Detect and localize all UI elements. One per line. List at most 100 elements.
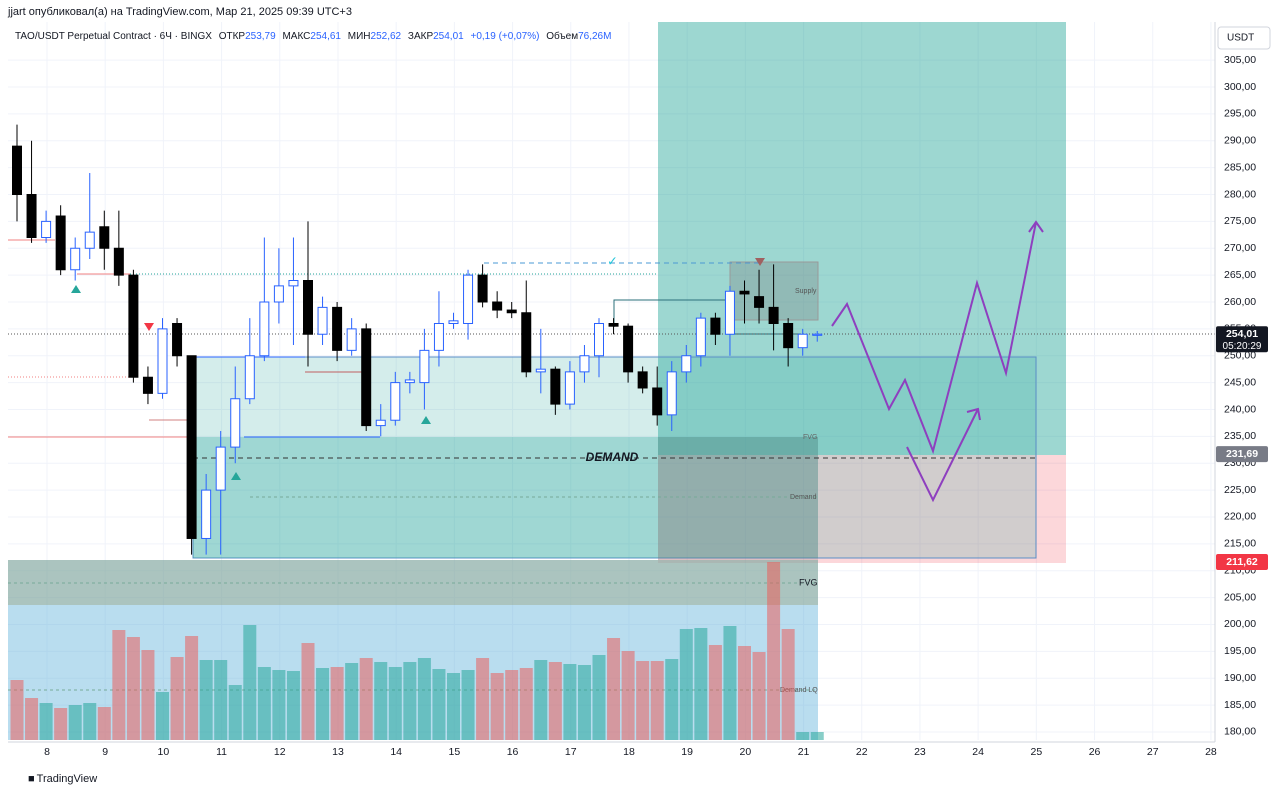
y-tick-label: 285,00: [1224, 161, 1256, 173]
candle-body: [157, 328, 168, 394]
x-tick-label: 12: [274, 746, 286, 758]
candle-body: [201, 489, 212, 539]
y-tick-label: 185,00: [1224, 699, 1256, 711]
volume-bar: [359, 658, 373, 740]
annotation: DEMAND: [586, 450, 639, 464]
x-tick-label: 23: [914, 746, 926, 758]
candle-body: [477, 274, 488, 303]
volume-bar: [621, 651, 635, 740]
y-tick-label: 305,00: [1224, 54, 1256, 66]
candle-body: [317, 306, 328, 335]
candle-body: [346, 328, 357, 351]
candle-body: [535, 368, 546, 373]
legend-change: +0,19 (+0,07%): [471, 31, 540, 42]
signal-up: [71, 285, 81, 293]
candle-body: [506, 309, 517, 314]
x-tick-label: 10: [158, 746, 170, 758]
currency: USDT: [1227, 33, 1254, 44]
y-tick-label: 260,00: [1224, 296, 1256, 308]
signal-up: [421, 416, 431, 424]
candle-body: [230, 398, 241, 448]
y-tick-label: 240,00: [1224, 403, 1256, 415]
volume-bar: [170, 657, 184, 740]
volume-bar: [97, 707, 111, 740]
candle-body: [608, 322, 619, 327]
x-tick-label: 18: [623, 746, 635, 758]
legend-value: 76,26M: [578, 31, 611, 42]
volume-bar: [214, 660, 228, 740]
drawings: ✓ DEMAND FVG FVG Supply Demand Demand LQ: [8, 22, 1215, 740]
legend-label: ЗАКР: [408, 31, 434, 42]
volume-bar: [548, 662, 562, 740]
candle-body: [754, 296, 765, 308]
volume-bar: [432, 669, 446, 740]
volume-bar: [752, 652, 766, 740]
legend-value: 254,61: [310, 31, 341, 42]
y-tick-label: 180,00: [1224, 726, 1256, 738]
volume-bar: [374, 662, 388, 740]
price-label-box: [1216, 554, 1268, 571]
candle-body: [739, 290, 750, 295]
y-tick-label: 225,00: [1224, 484, 1256, 496]
y-tick-label: 195,00: [1224, 645, 1256, 657]
volume-bar: [723, 626, 737, 740]
y-tick-label: 275,00: [1224, 215, 1256, 227]
signal-down: [755, 258, 765, 266]
volume-bar: [25, 698, 39, 740]
check-mark: ✓: [607, 253, 618, 268]
candle-body: [492, 301, 503, 311]
legend-label: МИН: [348, 31, 371, 42]
candle-body: [564, 371, 575, 405]
volume-bar: [796, 732, 810, 740]
annotation: FVG: [799, 577, 818, 587]
y-tick-label: 220,00: [1224, 511, 1256, 523]
volume-bar: [534, 660, 548, 740]
candle-body: [244, 355, 255, 400]
candle-body: [273, 285, 284, 303]
candle-body: [84, 231, 95, 249]
candle-body: [259, 301, 270, 357]
candle-body: [419, 349, 430, 384]
x-tick-label: 27: [1147, 746, 1159, 758]
header: jjart опубликовал(а) на TradingView.com,…: [7, 6, 352, 18]
candle-body: [666, 371, 677, 416]
candle-body: [797, 333, 808, 349]
x-tick-label: 24: [972, 746, 984, 758]
y-tick-label: 245,00: [1224, 376, 1256, 388]
candle-body: [113, 247, 124, 276]
volume-bar: [39, 703, 53, 740]
volume-bar: [257, 667, 271, 740]
candle-body: [99, 226, 110, 249]
volume-bar: [738, 646, 751, 740]
arrow-head: [1028, 220, 1044, 233]
volume-bar: [272, 670, 286, 740]
volume-bar: [650, 661, 664, 740]
candle-body: [186, 355, 197, 539]
candle-body: [70, 247, 81, 271]
candle-body: [448, 320, 459, 324]
footer: ■ TradingView: [28, 773, 97, 785]
candle-body: [215, 446, 226, 491]
candle-body: [695, 317, 706, 357]
currency-box[interactable]: [1217, 26, 1271, 50]
volume-bar: [781, 629, 795, 740]
legend-label: МАКС: [282, 31, 310, 42]
candle-body: [404, 379, 415, 384]
volume-bar: [403, 662, 417, 740]
signal-up: [231, 472, 241, 480]
candle-body: [26, 194, 37, 239]
price-label-box: [1216, 446, 1268, 463]
candle-body: [768, 306, 779, 324]
target-zone: [658, 22, 1066, 455]
volume-bar: [243, 625, 257, 740]
y-tick-label: 205,00: [1224, 591, 1256, 603]
candle-body: [623, 325, 634, 373]
candle-body: [521, 312, 532, 373]
volume-bar: [68, 705, 82, 740]
candle-body: [710, 317, 721, 335]
candle-body: [783, 322, 794, 349]
x-tick-label: 13: [332, 746, 344, 758]
volume-bar: [767, 562, 781, 740]
stop-zone: [658, 455, 1066, 563]
x-tick-label: 20: [740, 746, 752, 758]
